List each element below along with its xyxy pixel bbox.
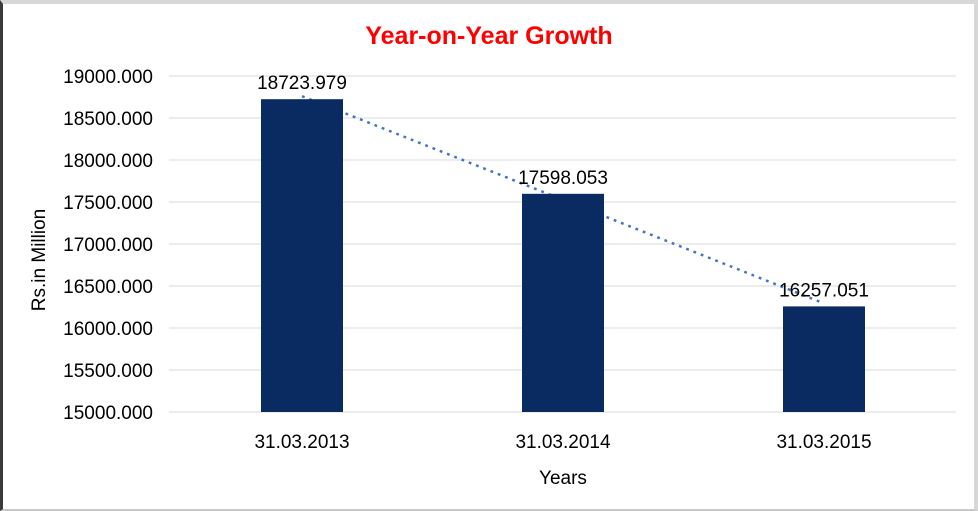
y-tick-label: 15500.000 — [63, 361, 153, 382]
data-label: 17598.053 — [518, 168, 608, 189]
y-tick-label: 18000.000 — [63, 151, 153, 172]
y-tick-label: 19000.000 — [63, 67, 153, 88]
y-tick-label: 15000.000 — [63, 403, 153, 424]
y-axis-tick-labels: 19000.000 18500.000 18000.000 17500.000 … — [63, 67, 153, 424]
data-labels: 18723.979 17598.053 16257.051 — [257, 73, 869, 301]
x-tick-label: 31.03.2013 — [254, 432, 349, 453]
bar-31-03-2013 — [261, 99, 343, 412]
y-tick-label: 17000.000 — [63, 235, 153, 256]
y-tick-label: 16500.000 — [63, 277, 153, 298]
data-label: 18723.979 — [257, 73, 347, 94]
data-label: 16257.051 — [779, 280, 869, 301]
x-tick-label: 31.03.2015 — [776, 432, 871, 453]
bar-31-03-2015 — [783, 306, 865, 412]
bar-31-03-2014 — [522, 193, 604, 412]
chart-title: Year-on-Year Growth — [365, 22, 612, 50]
y-tick-label: 17500.000 — [63, 193, 153, 214]
bars — [261, 99, 865, 412]
y-axis-title: Rs.in Million — [29, 209, 50, 311]
y-tick-label: 16000.000 — [63, 319, 153, 340]
x-axis-tick-labels: 31.03.2013 31.03.2014 31.03.2015 — [254, 432, 871, 453]
y-tick-label: 18500.000 — [63, 109, 153, 130]
x-tick-label: 31.03.2014 — [515, 432, 611, 453]
x-axis-title: Years — [539, 468, 587, 489]
year-on-year-growth-chart: Year-on-Year Growth 19000.000 18500.000 … — [29, 22, 956, 489]
